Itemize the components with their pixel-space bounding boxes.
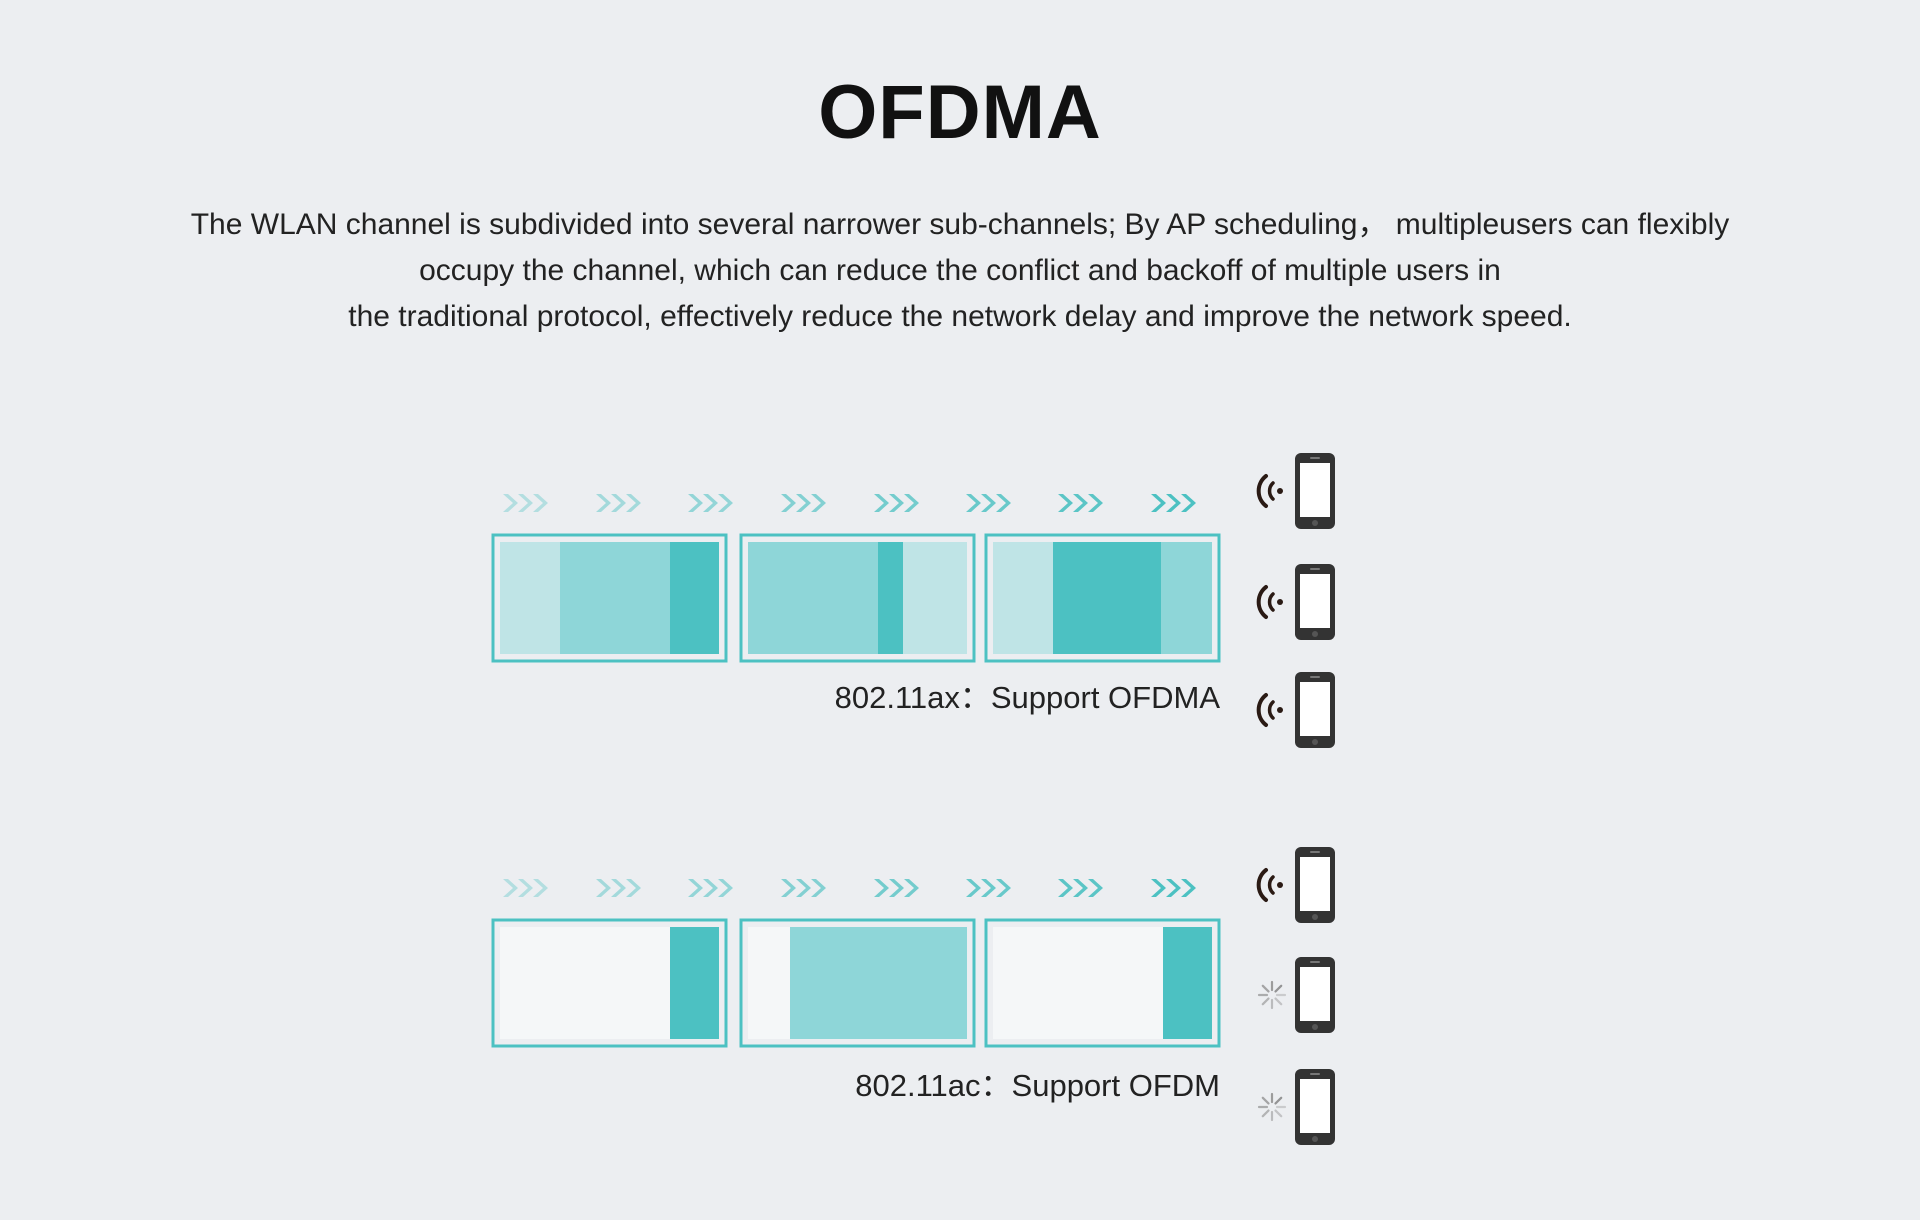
subchannel-3-1 (993, 542, 1053, 654)
loading-spinner-icon-3 (1257, 1092, 1287, 1122)
arrow-icon-8 (1151, 879, 1196, 897)
arrow-icon-5 (874, 494, 919, 512)
arrow-icon-5 (874, 879, 919, 897)
subchannel-1-3 (670, 542, 719, 654)
arrow-icon-4 (781, 494, 826, 512)
description-line-3: the traditional protocol, effectively re… (348, 300, 1572, 333)
smartphone-icon-2 (1295, 564, 1335, 640)
channel-box-3 (984, 918, 1221, 1048)
wifi-signal-icon-1 (1256, 474, 1283, 508)
subchannel-1-1 (500, 927, 670, 1039)
subchannel-1-1 (500, 542, 560, 654)
arrow-icon-4 (781, 879, 826, 897)
channel-box-2 (739, 918, 976, 1048)
arrow-icon-7 (1058, 494, 1103, 512)
arrow-icon-1 (503, 879, 548, 897)
smartphone-icon-3 (1295, 672, 1335, 748)
channel-box-1 (491, 918, 728, 1048)
arrow-icon-3 (688, 879, 733, 897)
subchannel-2-2 (790, 927, 967, 1039)
subchannel-2-1 (748, 927, 790, 1039)
panel-ac (491, 847, 1335, 1145)
caption-ax: 802.11ax：Support OFDMA (834, 680, 1220, 715)
loading-spinner-icon-2 (1257, 980, 1287, 1010)
description-line-1: The WLAN channel is subdivided into seve… (190, 208, 1730, 241)
smartphone-icon-1 (1295, 847, 1335, 923)
wifi-signal-icon-3 (1256, 693, 1283, 727)
channel-box-1 (491, 533, 728, 663)
arrow-icon-8 (1151, 494, 1196, 512)
arrow-icon-6 (966, 879, 1011, 897)
caption-ac: 802.11ac：Support OFDM (855, 1068, 1220, 1103)
wifi-signal-icon-1 (1256, 868, 1283, 902)
subchannel-1-2 (560, 542, 670, 654)
subchannel-2-2 (878, 542, 903, 654)
subchannel-3-1 (993, 927, 1163, 1039)
arrow-icon-1 (503, 494, 548, 512)
subchannel-3-2 (1053, 542, 1161, 654)
smartphone-icon-1 (1295, 453, 1335, 529)
description: The WLAN channel is subdivided into seve… (120, 202, 1800, 340)
subchannel-2-3 (903, 542, 967, 654)
smartphone-icon-2 (1295, 957, 1335, 1033)
page-title: OFDMA (818, 70, 1102, 155)
channel-box-3 (984, 533, 1221, 663)
smartphone-icon-3 (1295, 1069, 1335, 1145)
arrow-icon-6 (966, 494, 1011, 512)
subchannel-2-1 (748, 542, 878, 654)
arrow-icon-2 (596, 879, 641, 897)
channel-box-2 (739, 533, 976, 663)
panel-ax (491, 453, 1335, 748)
arrow-icon-7 (1058, 879, 1103, 897)
description-line-2: occupy the channel, which can reduce the… (419, 254, 1501, 287)
subchannel-1-2 (670, 927, 719, 1039)
subchannel-3-2 (1163, 927, 1212, 1039)
wifi-signal-icon-2 (1256, 585, 1283, 619)
subchannel-3-3 (1161, 542, 1212, 654)
arrow-icon-2 (596, 494, 641, 512)
arrow-icon-3 (688, 494, 733, 512)
